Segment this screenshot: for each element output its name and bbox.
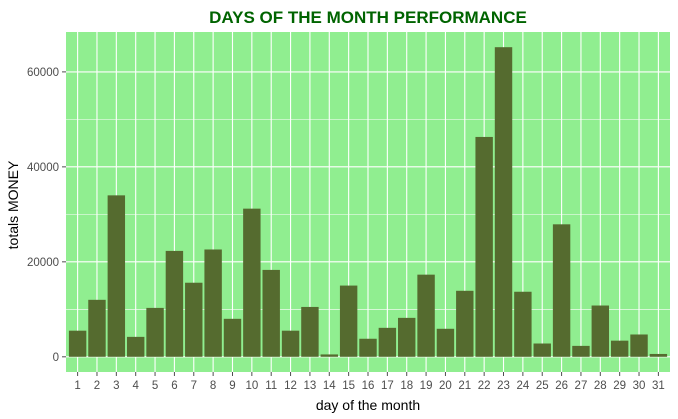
x-tick-label: 6 xyxy=(171,380,177,392)
bar-day-13 xyxy=(301,306,319,357)
bar-day-22 xyxy=(475,136,493,357)
bar-day-10 xyxy=(243,208,261,357)
bar-day-25 xyxy=(533,343,551,357)
bar-day-6 xyxy=(165,250,184,357)
x-tick-label: 24 xyxy=(516,380,529,392)
bar-day-15 xyxy=(339,285,358,357)
bar-day-18 xyxy=(398,317,416,357)
bar-day-17 xyxy=(378,327,397,357)
bar-day-21 xyxy=(456,290,474,357)
x-tick-label: 16 xyxy=(362,380,375,392)
x-tick-label: 11 xyxy=(265,380,277,392)
x-tick-label: 27 xyxy=(575,380,588,392)
bar-day-20 xyxy=(436,328,455,357)
bar-day-8 xyxy=(204,249,222,357)
bars xyxy=(68,47,668,357)
x-tick-label: 25 xyxy=(536,380,549,392)
x-tick-label: 23 xyxy=(497,380,510,392)
x-tick-label: 19 xyxy=(420,380,433,392)
bar-day-4 xyxy=(126,336,145,357)
bar-day-12 xyxy=(281,330,300,357)
x-tick-label: 12 xyxy=(284,380,297,392)
y-tick-label: 40000 xyxy=(27,162,59,174)
y-tick-label: 20000 xyxy=(27,257,59,269)
x-tick-label: 17 xyxy=(381,380,394,392)
bar-day-1 xyxy=(68,330,87,357)
x-tick-label: 21 xyxy=(458,380,471,392)
x-tick-label: 8 xyxy=(210,380,216,392)
x-axis: 1 2 3 4 5 6 7 8 9 10 11 12 13 14 15 16 17 18 19 20 21 22 23 24 2… xyxy=(74,372,665,392)
x-tick-label: 5 xyxy=(152,380,158,392)
y-tick-label: 0 xyxy=(53,352,59,364)
x-tick-label: 20 xyxy=(439,380,452,392)
x-tick-label: 2 xyxy=(94,380,100,392)
x-tick-label: 7 xyxy=(191,380,197,392)
bar-day-27 xyxy=(572,345,590,357)
x-tick-label: 30 xyxy=(633,380,646,392)
x-tick-label: 29 xyxy=(613,380,626,392)
bar-day-16 xyxy=(359,338,377,357)
x-axis-title: day of the month xyxy=(316,397,420,413)
chart-title: DAYS OF THE MONTH PERFORMANCE xyxy=(209,8,527,27)
bar-day-7 xyxy=(185,282,203,357)
x-tick-label: 22 xyxy=(478,380,491,392)
x-tick-label: 28 xyxy=(594,380,607,392)
y-axis-title: totals MONEY xyxy=(5,160,21,249)
x-tick-label: 26 xyxy=(555,380,568,392)
x-tick-label: 4 xyxy=(132,380,139,392)
bar-day-2 xyxy=(88,299,106,357)
bar-day-14 xyxy=(320,354,338,357)
x-tick-label: 13 xyxy=(304,380,317,392)
bar-day-3 xyxy=(107,195,126,357)
bar-day-23 xyxy=(494,47,513,357)
y-tick-label: 60000 xyxy=(27,67,59,79)
x-tick-label: 1 xyxy=(74,380,80,392)
x-tick-label: 14 xyxy=(323,380,336,392)
bar-day-29 xyxy=(610,340,629,357)
bar-day-30 xyxy=(630,334,648,357)
bar-day-9 xyxy=(223,318,242,357)
bar-day-11 xyxy=(262,269,280,357)
bar-day-26 xyxy=(552,224,571,357)
bar-day-5 xyxy=(146,307,164,357)
bar-day-31 xyxy=(649,353,668,357)
x-tick-label: 10 xyxy=(245,380,258,392)
x-tick-label: 3 xyxy=(113,380,119,392)
x-tick-label: 31 xyxy=(652,380,665,392)
bar-day-19 xyxy=(417,274,435,357)
y-axis: 0 20000 40000 60000 xyxy=(27,67,66,364)
bar-day-24 xyxy=(514,291,532,357)
x-tick-label: 15 xyxy=(342,380,355,392)
x-tick-label: 18 xyxy=(400,380,413,392)
x-tick-label: 9 xyxy=(229,380,235,392)
bar-day-28 xyxy=(591,305,610,357)
